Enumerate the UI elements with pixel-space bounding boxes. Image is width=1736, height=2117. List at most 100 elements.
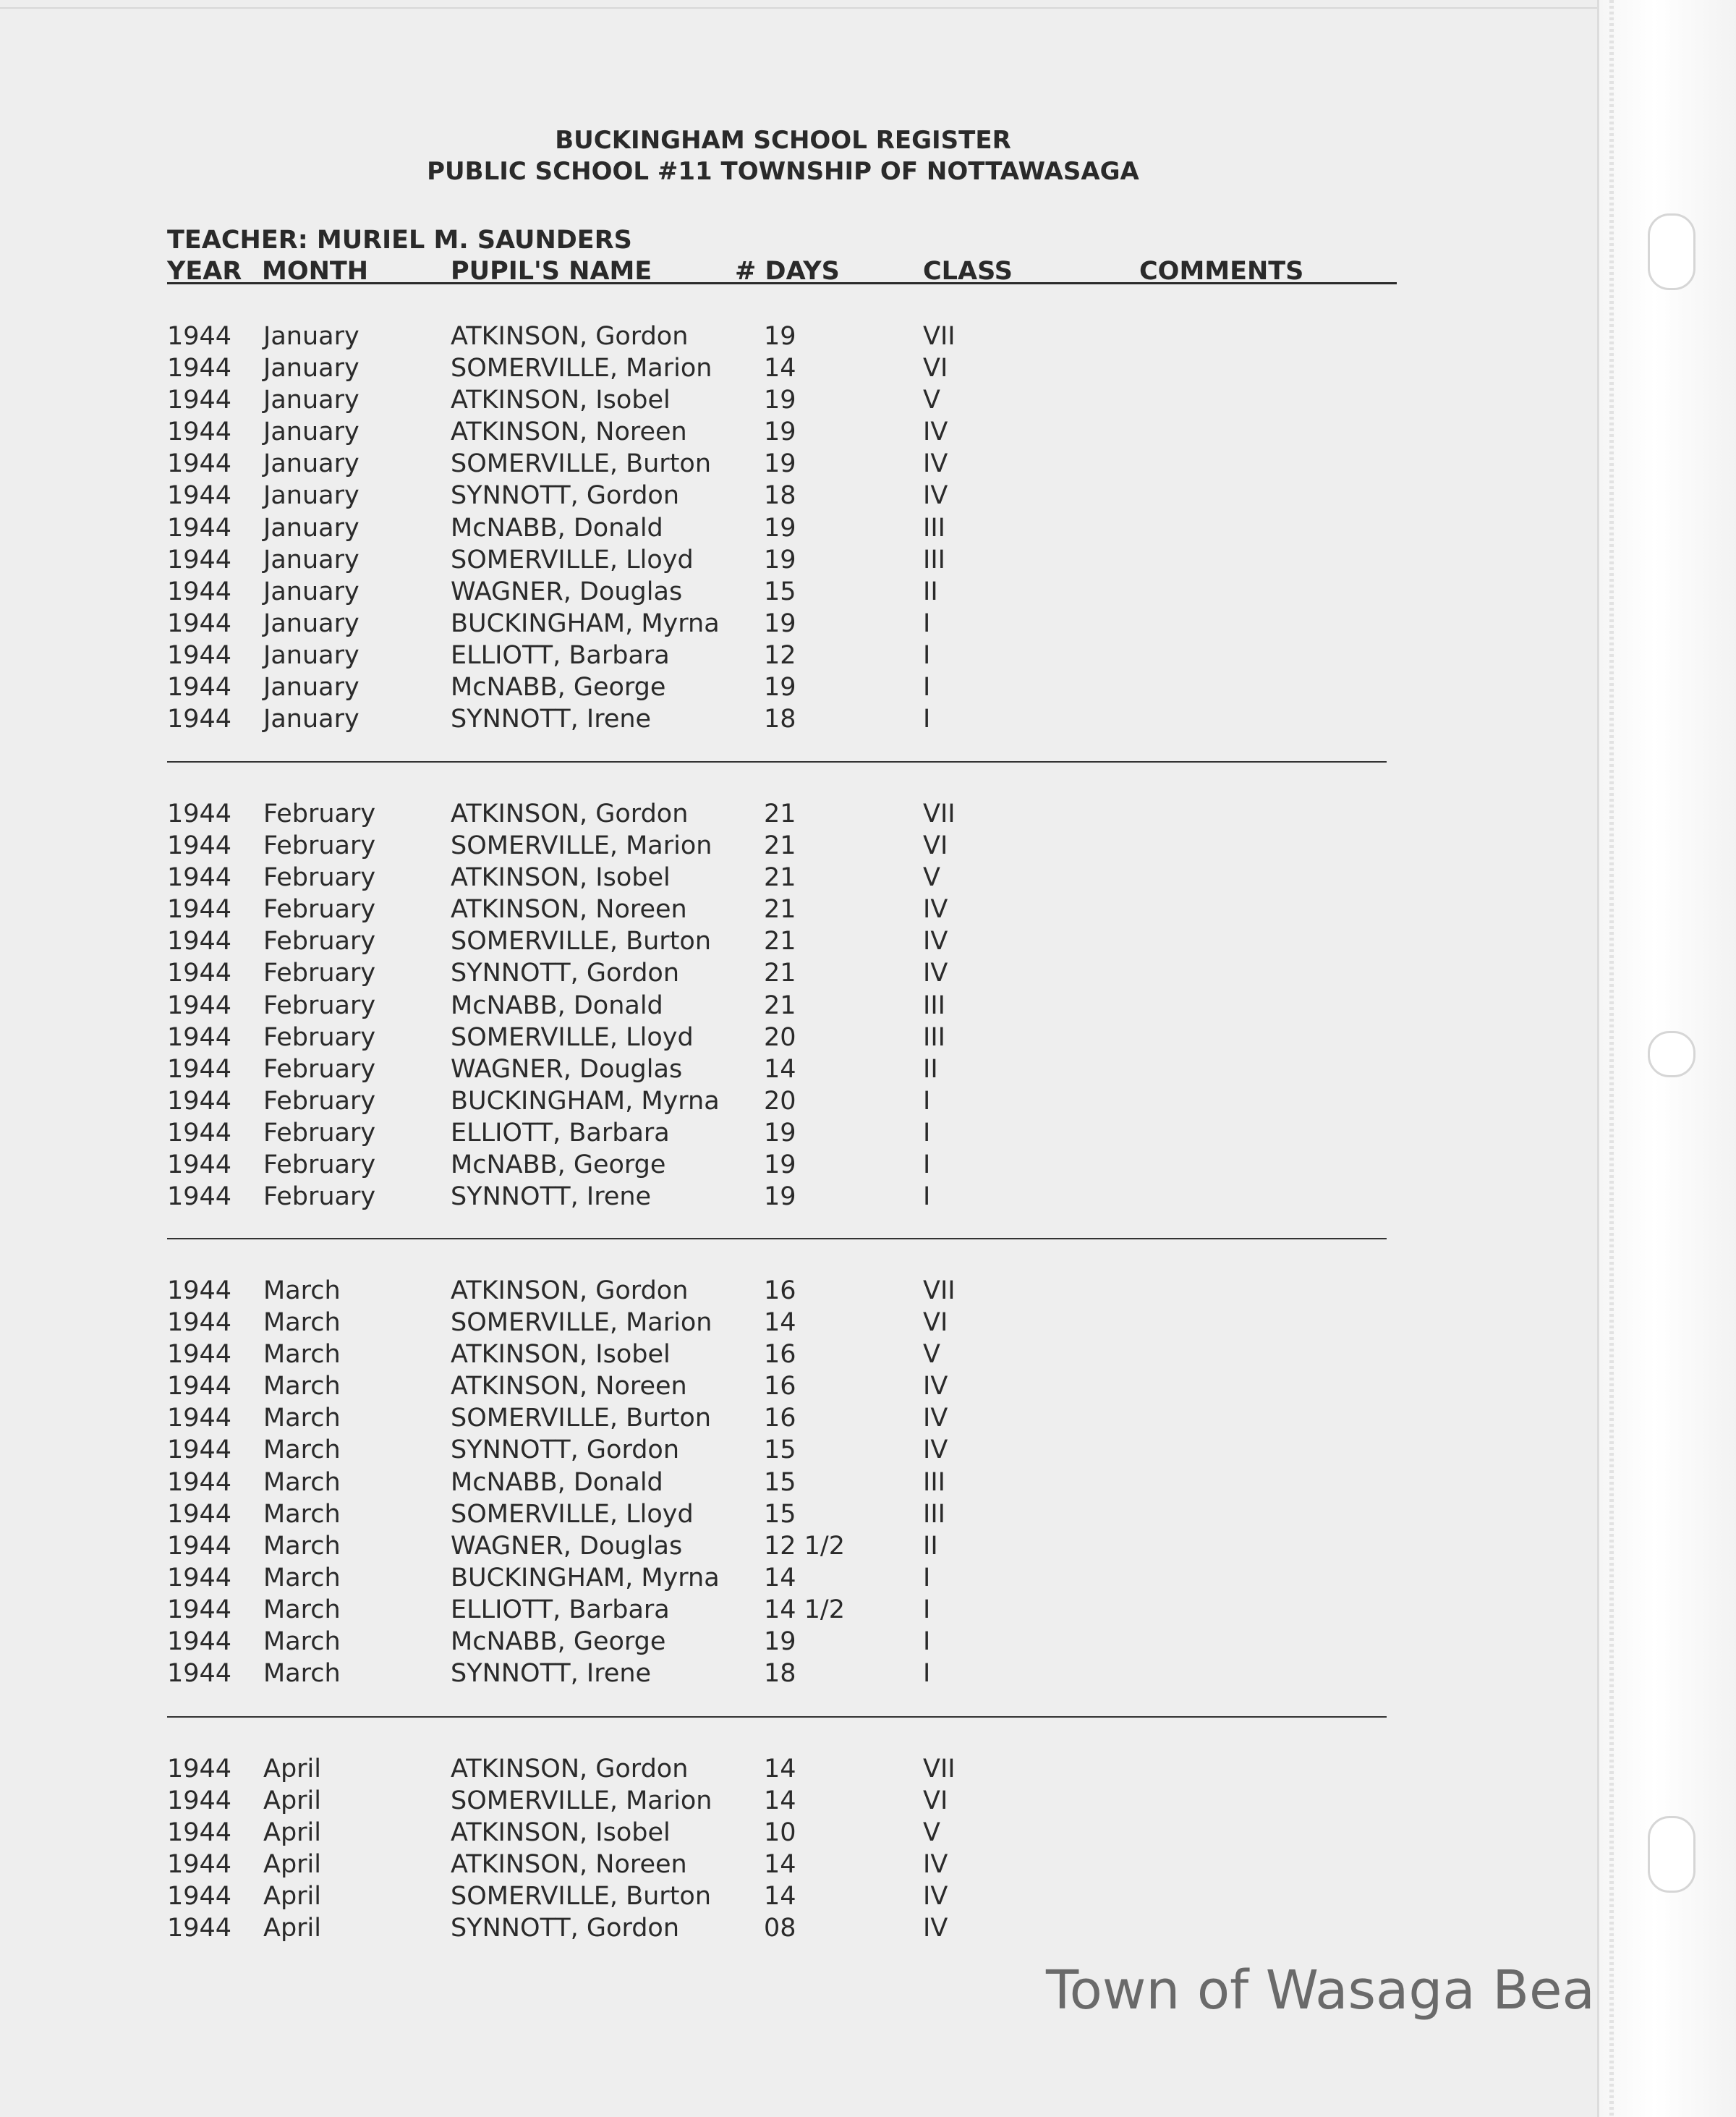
month-cell: February (263, 1022, 376, 1052)
table-row: 1944 February WAGNER, Douglas 14 II (0, 1053, 1591, 1085)
pupil-name-cell: ATKINSON, Noreen (451, 1850, 687, 1880)
class-cell: III (923, 1022, 945, 1052)
table-row: 1944 March SYNNOTT, Gordon 15 IV (0, 1434, 1591, 1466)
class-cell: I (923, 1182, 931, 1212)
days-cell: 19 (764, 1150, 796, 1180)
days-cell: 21 (764, 799, 796, 828)
table-row: 1944 March WAGNER, Douglas 12 1/2 II (0, 1530, 1591, 1562)
year-cell: 1944 (167, 1022, 232, 1052)
table-row: 1944 January ATKINSON, Noreen 19 IV (0, 416, 1591, 448)
pupil-name-cell: BUCKINGHAM, Myrna (451, 1086, 720, 1116)
days-cell: 10 (764, 1818, 796, 1848)
class-cell: III (923, 545, 945, 574)
register-group: 1944 February ATKINSON, Gordon 21 VII 1944 Feb… (0, 798, 1591, 1213)
year-cell: 1944 (167, 1467, 232, 1497)
pupil-name-cell: ATKINSON, Gordon (451, 1755, 689, 1783)
year-cell: 1944 (167, 481, 232, 511)
year-cell: 1944 (167, 1404, 232, 1433)
class-cell: IV (923, 927, 948, 956)
pupil-name-cell: McNABB, Donald (451, 513, 663, 543)
month-cell: February (263, 1086, 376, 1116)
days-cell: 21 (764, 959, 796, 988)
class-cell: IV (923, 1372, 948, 1401)
class-cell: IV (923, 1882, 948, 1912)
class-cell: IV (923, 417, 948, 447)
table-row: 1944 February McNABB, Donald 21 III (0, 990, 1591, 1022)
class-cell: V (923, 1340, 940, 1370)
table-row: 1944 January SYNNOTT, Gordon 18 IV (0, 480, 1591, 512)
days-cell: 19 (764, 1627, 796, 1657)
days-cell: 15 (764, 1435, 796, 1465)
table-row: 1944 March ATKINSON, Isobel 16 V (0, 1338, 1591, 1370)
pupil-name-cell: SYNNOTT, Gordon (451, 959, 680, 988)
pupil-name-cell: SYNNOTT, Gordon (451, 481, 680, 511)
year-cell: 1944 (167, 1308, 232, 1338)
class-cell: IV (923, 959, 948, 988)
year-cell: 1944 (167, 1372, 232, 1401)
class-cell: I (923, 1659, 931, 1689)
pupil-name-cell: SYNNOTT, Gordon (451, 1914, 680, 1943)
month-cell: February (263, 895, 376, 925)
year-cell: 1944 (167, 1182, 232, 1212)
year-cell: 1944 (167, 799, 232, 828)
year-cell: 1944 (167, 577, 232, 606)
class-cell: IV (923, 895, 948, 925)
class-cell: VI (923, 831, 948, 861)
month-cell: January (263, 386, 359, 415)
month-cell: February (263, 863, 376, 893)
days-cell: 14 1/2 (764, 1595, 845, 1624)
month-cell: February (263, 959, 376, 988)
table-row: 1944 February SYNNOTT, Irene 19 I (0, 1181, 1591, 1213)
pupil-name-cell: SOMERVILLE, Marion (451, 354, 712, 383)
days-cell: 15 (764, 1467, 796, 1497)
table-row: 1944 February BUCKINGHAM, Myrna 20 I (0, 1085, 1591, 1117)
class-cell: VII (923, 799, 956, 828)
class-cell: I (923, 673, 931, 703)
pupil-name-cell: ATKINSON, Noreen (451, 417, 687, 447)
class-cell: I (923, 1563, 931, 1592)
month-cell: February (263, 831, 376, 861)
month-cell: January (263, 481, 359, 511)
days-cell: 20 (764, 1022, 796, 1052)
pupil-name-cell: SOMERVILLE, Burton (451, 927, 712, 956)
year-cell: 1944 (167, 608, 232, 638)
pupil-name-cell: ELLIOTT, Barbara (451, 1595, 670, 1624)
table-row: 1944 March ATKINSON, Noreen 16 IV (0, 1370, 1591, 1402)
pupil-name-cell: SYNNOTT, Irene (451, 1659, 652, 1689)
pupil-name-cell: SYNNOTT, Irene (451, 1182, 652, 1212)
pupil-name-cell: McNABB, George (451, 1627, 666, 1657)
year-cell: 1944 (167, 1659, 232, 1689)
days-cell: 19 (764, 545, 796, 574)
class-cell: IV (923, 1850, 948, 1880)
class-cell: III (923, 990, 945, 1020)
month-cell: March (263, 1563, 341, 1592)
register-group: 1944 March ATKINSON, Gordon 16 VII 1944 March S… (0, 1275, 1591, 1689)
month-cell: January (263, 673, 359, 703)
pupil-name-cell: SYNNOTT, Gordon (451, 1435, 680, 1465)
table-row: 1944 February ATKINSON, Isobel 21 V (0, 862, 1591, 894)
days-cell: 19 (764, 386, 796, 415)
pupil-name-cell: ATKINSON, Isobel (451, 1340, 671, 1370)
days-cell: 16 (764, 1340, 796, 1370)
table-row: 1944 March SOMERVILLE, Marion 14 VI (0, 1307, 1591, 1338)
table-row: 1944 April ATKINSON, Noreen 14 IV (0, 1849, 1591, 1880)
column-header-class: CLASS (923, 257, 1013, 286)
pupil-name-cell: ATKINSON, Noreen (451, 1372, 687, 1401)
year-cell: 1944 (167, 1150, 232, 1180)
class-cell: II (923, 1531, 938, 1561)
days-cell: 19 (764, 417, 796, 447)
class-cell: V (923, 1818, 940, 1848)
pupil-name-cell: McNABB, George (451, 673, 666, 703)
document-title: BUCKINGHAM SCHOOL REGISTER (555, 126, 1011, 155)
month-cell: January (263, 513, 359, 543)
days-cell: 19 (764, 608, 796, 638)
days-cell: 19 (764, 673, 796, 703)
class-cell: V (923, 386, 940, 415)
month-cell: March (263, 1340, 341, 1370)
month-separator-line (167, 1238, 1387, 1239)
table-row: 1944 January McNABB, Donald 19 III (0, 512, 1591, 544)
month-cell: March (263, 1435, 341, 1465)
watermark: Town of Wasaga Beach (1046, 1959, 1659, 2021)
month-cell: February (263, 799, 376, 828)
scanned-page: BUCKINGHAM SCHOOL REGISTER PUBLIC SCHOOL… (0, 7, 1659, 2021)
